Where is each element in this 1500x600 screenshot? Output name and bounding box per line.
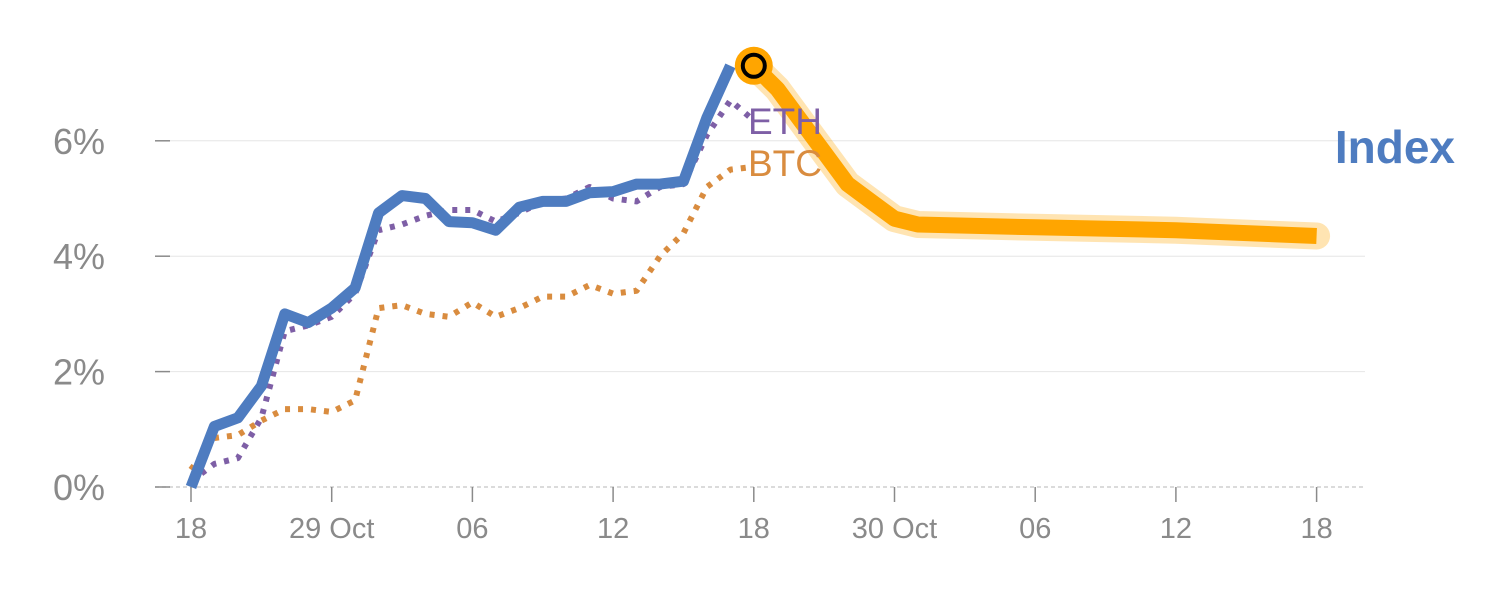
series-labels: Index ETH BTC [748, 101, 1455, 184]
index-series-line [185, 63, 736, 489]
x-tick-label: 06 [1019, 513, 1051, 545]
x-tick-label: 12 [597, 513, 629, 545]
x-tick-label: 18 [738, 513, 770, 545]
x-tick-label: 18 [175, 513, 207, 545]
highlight-marker-ring [734, 46, 773, 85]
series-lines [185, 46, 1331, 489]
eth-series-line [189, 97, 756, 484]
eth-series-label: ETH [748, 101, 822, 142]
x-tick-label: 06 [456, 513, 488, 545]
index-series-label: Index [1335, 121, 1456, 173]
forecast-line-glow [740, 52, 1331, 250]
y-tick-label: 0% [53, 467, 105, 508]
grid-lines [155, 140, 1365, 488]
btc-series-label: BTC [748, 143, 822, 184]
btc-series-line [188, 163, 755, 472]
x-tick-label: 18 [1300, 513, 1332, 545]
forecast-line [748, 60, 1317, 244]
x-tick-label: 29 Oct [289, 513, 374, 545]
y-tick-label: 2% [53, 352, 105, 393]
x-tick-label: 30 Oct [852, 513, 937, 545]
x-tick-label: 12 [1160, 513, 1192, 545]
y-tick-label: 4% [53, 236, 105, 277]
y-tick-label: 6% [53, 121, 105, 162]
highlight-marker [740, 52, 767, 79]
axes: 0% 2% 4% 6% 18 29 Oct 06 12 18 30 Oct 06 12 18 [53, 121, 1333, 545]
